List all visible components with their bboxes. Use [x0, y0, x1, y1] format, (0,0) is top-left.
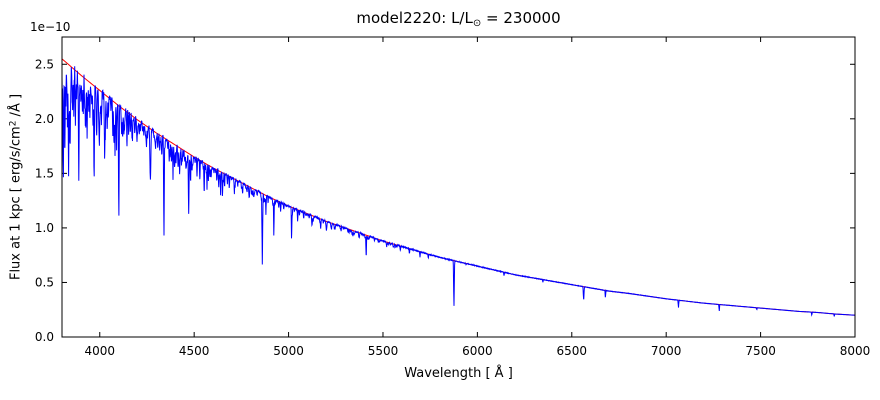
x-tick-label: 5000	[273, 344, 304, 358]
spectrum-line	[61, 66, 856, 318]
chart-title-prefix: model2220: L/L	[356, 9, 473, 27]
x-tick-label: 4500	[179, 344, 210, 358]
x-tick-label: 5500	[368, 344, 399, 358]
y-tick-label: 2.0	[35, 112, 54, 126]
x-tick-label: 6000	[462, 344, 493, 358]
chart-title-suffix: = 230000	[481, 9, 561, 27]
y-tick-label: 2.5	[35, 57, 54, 71]
x-tick-label: 7000	[651, 344, 682, 358]
axes-frame	[61, 36, 856, 338]
y-tick-label: 0.0	[35, 330, 54, 344]
sun-symbol: ⊙	[472, 18, 482, 29]
chart-title: model2220: L/L⊙ = 230000	[62, 9, 855, 29]
x-tick-label: 6500	[557, 344, 588, 358]
x-axis-label: Wavelength [ Å ]	[404, 366, 513, 381]
y-tick-label: 1.5	[35, 166, 54, 180]
continuum-line	[61, 58, 856, 316]
y-axis-offset-label: 1e−10	[30, 20, 71, 34]
x-tick-label: 4000	[84, 344, 115, 358]
y-tick-label: 0.5	[35, 275, 54, 289]
x-tick-label: 7500	[745, 344, 776, 358]
x-tick-label: 8000	[840, 344, 871, 358]
y-tick-label: 1.0	[35, 221, 54, 235]
